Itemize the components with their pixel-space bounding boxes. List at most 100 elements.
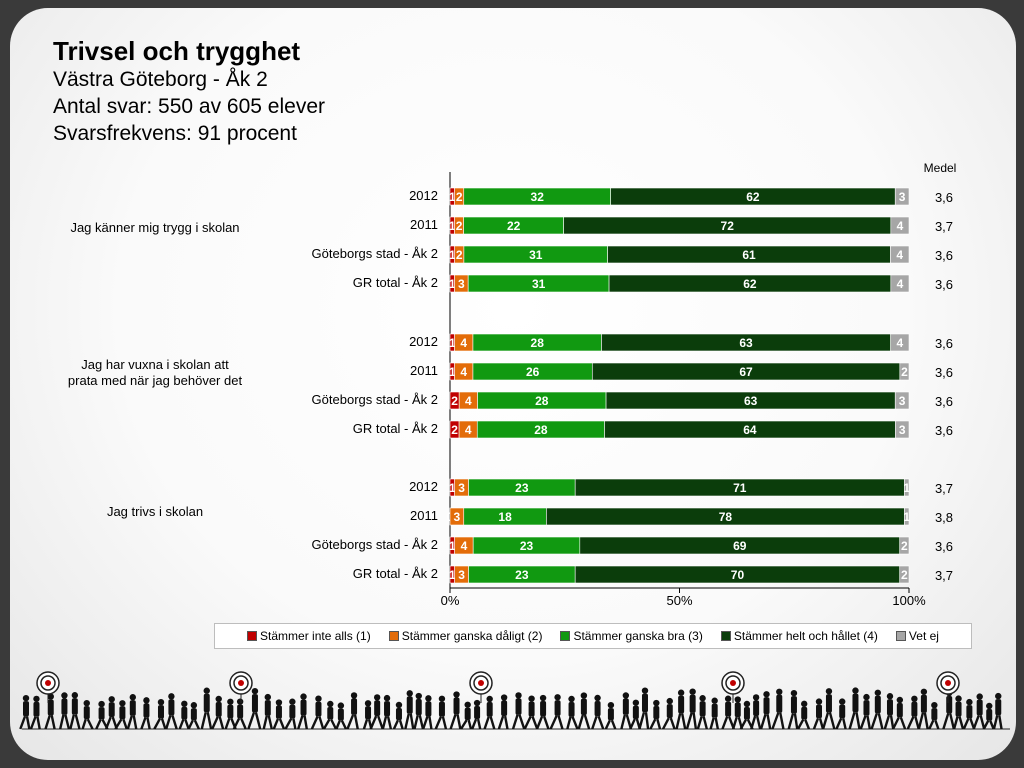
data-label: 4 [896,248,903,262]
person-leg [497,715,505,730]
legend-item-5: Vet ej [895,629,939,643]
person-body [790,696,797,714]
row-label: 2012 [409,334,438,349]
data-label: 23 [515,481,529,495]
person-leg [629,718,636,730]
person-leg [685,712,693,730]
person-head [622,692,630,699]
medel-value: 3,6 [935,423,953,438]
person-head [406,690,413,697]
person-leg [310,716,319,730]
person-leg [812,717,820,730]
person-body [227,704,234,719]
person-body [653,706,660,720]
person-body [995,699,1002,716]
person-leg [928,719,935,730]
person-leg [59,714,65,730]
person-body [61,698,68,715]
data-label: 28 [534,423,548,437]
row-label: 2011 [410,217,438,232]
person-leg [696,716,703,730]
person-body [666,704,673,719]
person-leg [232,717,241,730]
person-body [23,701,29,717]
data-label: 23 [520,539,534,553]
question-label: Jag har vuxna i skolan att prata med när … [68,357,243,388]
person-head [653,699,660,707]
person-body [474,706,481,720]
person-leg [200,712,207,730]
bar-segment [894,391,910,410]
data-label: 2 [901,568,908,582]
person-leg [979,715,986,730]
bar-segment [899,565,910,584]
bar-segment [904,507,910,526]
person-leg [542,715,550,730]
x-tick-label: 100% [892,593,926,608]
person-body [580,698,587,715]
person-leg [418,714,425,730]
title-block: Trivsel och trygghet Västra Göteborg - Å… [53,36,325,147]
person-leg [638,711,646,730]
person-head [763,691,770,698]
person-head [607,701,615,709]
person-leg [962,718,970,730]
person-leg [422,716,429,730]
person-leg [557,715,564,730]
person-leg [571,716,579,730]
person-leg [949,713,956,730]
person-leg [369,715,378,730]
person-body [753,700,760,716]
row-label: 2012 [409,479,438,494]
person-head [752,694,760,701]
data-label: 4 [460,365,467,379]
data-label: 1 [449,277,456,291]
person-leg [132,715,138,730]
person-leg [511,714,519,730]
person-head [711,697,718,704]
data-label: 2 [456,248,463,262]
person-leg [566,716,572,730]
person-head [955,695,962,702]
person-leg [322,719,331,730]
person-leg [923,712,929,730]
person-leg [942,713,950,730]
data-label: 31 [532,277,546,291]
person-body [406,696,413,714]
bar-segment [890,274,910,293]
person-head [689,688,696,695]
person-body [168,699,175,716]
person-head [528,695,535,702]
person-leg [69,714,76,730]
data-label: 2 [451,423,458,437]
target-center [238,680,244,686]
person-leg [377,715,384,730]
person-leg [771,712,780,730]
person-leg [126,715,133,730]
stacked-bar-chart: Medel 0% 50% 100% Jag känner mig trygg i sko… [68,161,956,608]
legend-swatch-5 [895,631,906,641]
person-leg [193,719,200,730]
person-leg [675,713,682,730]
person-leg [669,717,676,730]
person-head [699,695,706,702]
person-body [825,694,832,713]
person-leg [952,716,959,730]
person-leg [821,712,830,730]
person-body [251,694,258,713]
subtitle-line-3: Svarsfrekvens: 91 procent [53,122,297,145]
person-head [776,688,783,696]
person-body [108,702,115,718]
person-head [395,701,403,709]
data-label: 67 [739,365,753,379]
person-leg [122,718,128,730]
person-leg [989,720,995,730]
person-leg [793,713,799,730]
data-label: 31 [529,248,543,262]
person-head [677,689,685,696]
person-head [911,695,918,703]
person-leg [804,719,811,730]
person-leg [278,718,286,730]
person-body [71,698,78,715]
person-leg [597,715,605,730]
